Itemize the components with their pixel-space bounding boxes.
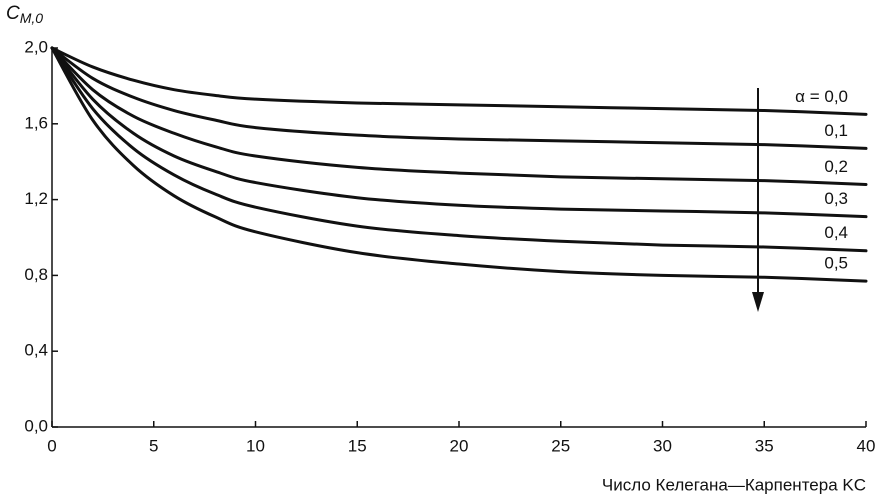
x-axis-label: Число Келегана—Карпентера KC [602,475,866,494]
x-tick-label: 25 [551,436,570,455]
curve [50,46,868,150]
y-label-main: C [6,3,20,24]
x-tick-label: 0 [47,436,56,455]
curve [50,46,868,219]
series-label: 0,3 [824,189,848,208]
series-label: 0,2 [824,157,848,176]
y-tick-label: 1,6 [24,113,48,132]
curve [50,46,868,283]
series-label: 0,1 [824,121,848,140]
y-tick-label: 0,4 [24,341,48,360]
x-tick-label: 20 [450,436,469,455]
y-tick-label: 0,0 [24,416,48,435]
x-tick-label: 15 [348,436,367,455]
x-tick-label: 30 [653,436,672,455]
y-tick-label: 0,8 [24,265,48,284]
x-tick-label: 5 [149,436,158,455]
y-tick-label: 1,2 [24,189,48,208]
curve [50,46,868,186]
alpha-arrow-head [752,292,764,312]
y-tick-label: 2,0 [24,37,48,56]
curve [50,46,868,116]
curve [50,46,868,253]
series-label: 0,4 [824,223,848,242]
x-tick-label: 35 [755,436,774,455]
y-axis-label: CM,0 [6,3,43,26]
y-label-sub: M,0 [20,10,44,26]
series-label: α = 0,0 [795,87,848,106]
x-tick-label: 10 [246,436,265,455]
series-label: 0,5 [824,254,848,273]
x-tick-label: 40 [857,436,876,455]
